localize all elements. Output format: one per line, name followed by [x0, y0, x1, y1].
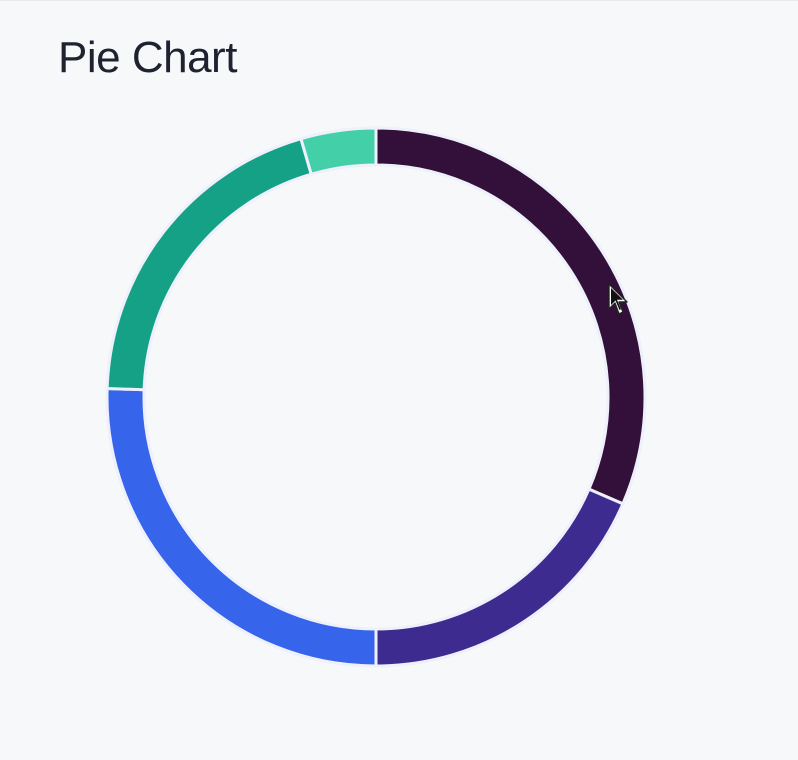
pie-slice-1[interactable]	[374, 126, 647, 506]
pie-slice-3[interactable]	[105, 387, 378, 668]
page-title: Pie Chart	[58, 33, 237, 82]
pie-slice-5[interactable]	[299, 126, 378, 177]
pie-slice-2[interactable]	[374, 487, 625, 668]
pie-slice-4[interactable]	[105, 136, 314, 392]
top-divider	[0, 0, 798, 1]
donut-slices	[105, 126, 647, 668]
